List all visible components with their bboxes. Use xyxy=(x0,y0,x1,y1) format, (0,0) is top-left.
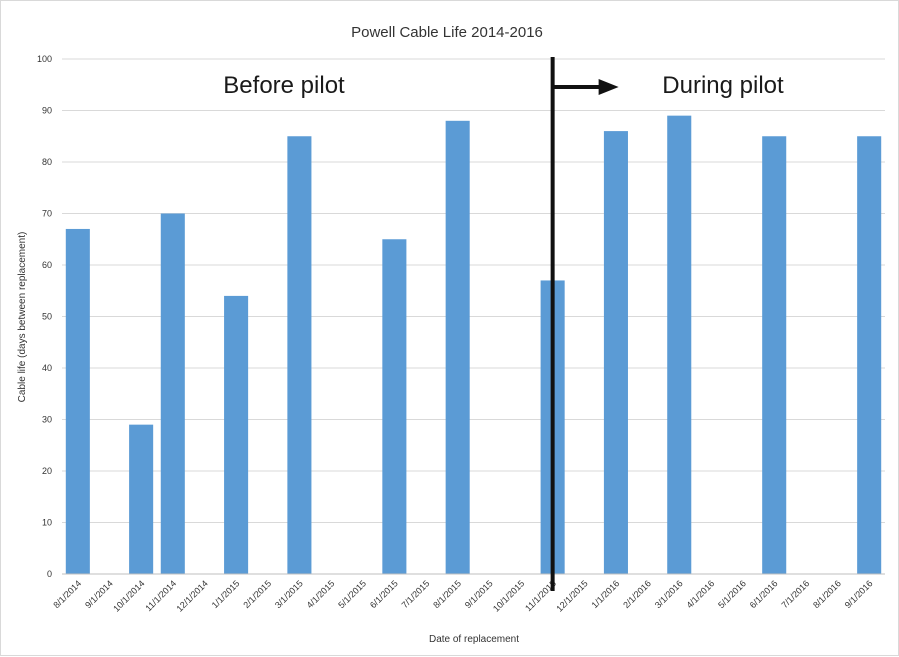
y-tick-label: 60 xyxy=(42,260,52,270)
bar xyxy=(160,213,185,574)
y-tick-label: 80 xyxy=(42,157,52,167)
x-tick-label: 3/1/2016 xyxy=(653,578,685,610)
x-tick-label: 4/1/2016 xyxy=(684,578,716,610)
y-axis-ticks: 0 10 20 30 40 50 60 70 80 90 100 xyxy=(37,54,52,579)
x-tick-label: 2/1/2016 xyxy=(621,578,653,610)
x-tick-label: 7/1/2015 xyxy=(400,578,432,610)
bars xyxy=(65,115,882,575)
arrow-head xyxy=(598,79,619,95)
pilot-divider xyxy=(550,57,619,591)
x-axis-label: Date of replacement xyxy=(429,634,519,645)
y-tick-label: 50 xyxy=(42,312,52,322)
x-tick-label: 5/1/2016 xyxy=(716,578,748,610)
chart-title: Powell Cable Life 2014-2016 xyxy=(351,24,543,41)
bar xyxy=(65,228,90,574)
y-tick-label: 10 xyxy=(42,518,52,528)
y-axis-label: Cable life (days between replacement) xyxy=(17,232,28,403)
x-tick-label: 2/1/2015 xyxy=(241,578,273,610)
y-tick-label: 90 xyxy=(42,106,52,116)
x-tick-label: 4/1/2015 xyxy=(305,578,337,610)
x-tick-label: 11/1/2014 xyxy=(143,578,178,613)
x-tick-label: 6/1/2015 xyxy=(368,578,400,610)
bar xyxy=(445,120,470,575)
bar xyxy=(603,131,628,574)
x-tick-label: 12/1/2015 xyxy=(554,578,589,613)
x-tick-label: 8/1/2014 xyxy=(51,578,83,610)
x-tick-label: 1/1/2015 xyxy=(210,578,242,610)
during-pilot-label: During pilot xyxy=(662,72,784,99)
bar xyxy=(762,136,787,574)
x-tick-label: 12/1/2014 xyxy=(174,578,209,613)
x-tick-label: 10/1/2014 xyxy=(111,578,146,613)
bar xyxy=(224,295,249,574)
bar xyxy=(287,136,312,574)
y-tick-label: 30 xyxy=(42,415,52,425)
y-tick-label: 100 xyxy=(37,54,52,64)
x-tick-label: 8/1/2015 xyxy=(431,578,463,610)
bar xyxy=(129,424,154,574)
x-tick-label: 10/1/2015 xyxy=(491,578,526,613)
bar xyxy=(382,239,407,574)
x-tick-label: 9/1/2016 xyxy=(843,578,875,610)
y-tick-label: 70 xyxy=(42,209,52,219)
x-tick-label: 8/1/2016 xyxy=(811,578,843,610)
y-tick-label: 40 xyxy=(42,363,52,373)
y-tick-label: 20 xyxy=(42,466,52,476)
x-tick-label: 7/1/2016 xyxy=(779,578,811,610)
x-tick-label: 5/1/2015 xyxy=(336,578,368,610)
before-pilot-label: Before pilot xyxy=(223,72,345,99)
x-tick-label: 9/1/2015 xyxy=(463,578,495,610)
x-axis-ticks: 8/1/2014 9/1/201410/1/201411/1/201412/1/2… xyxy=(51,578,874,613)
gridlines xyxy=(62,58,885,523)
x-tick-label: 6/1/2016 xyxy=(748,578,780,610)
x-tick-label: 9/1/2014 xyxy=(83,578,115,610)
x-tick-label: 1/1/2016 xyxy=(590,578,622,610)
y-tick-label: 0 xyxy=(47,569,52,579)
x-tick-label: 3/1/2015 xyxy=(273,578,305,610)
bar xyxy=(857,136,882,574)
bar xyxy=(667,115,692,575)
